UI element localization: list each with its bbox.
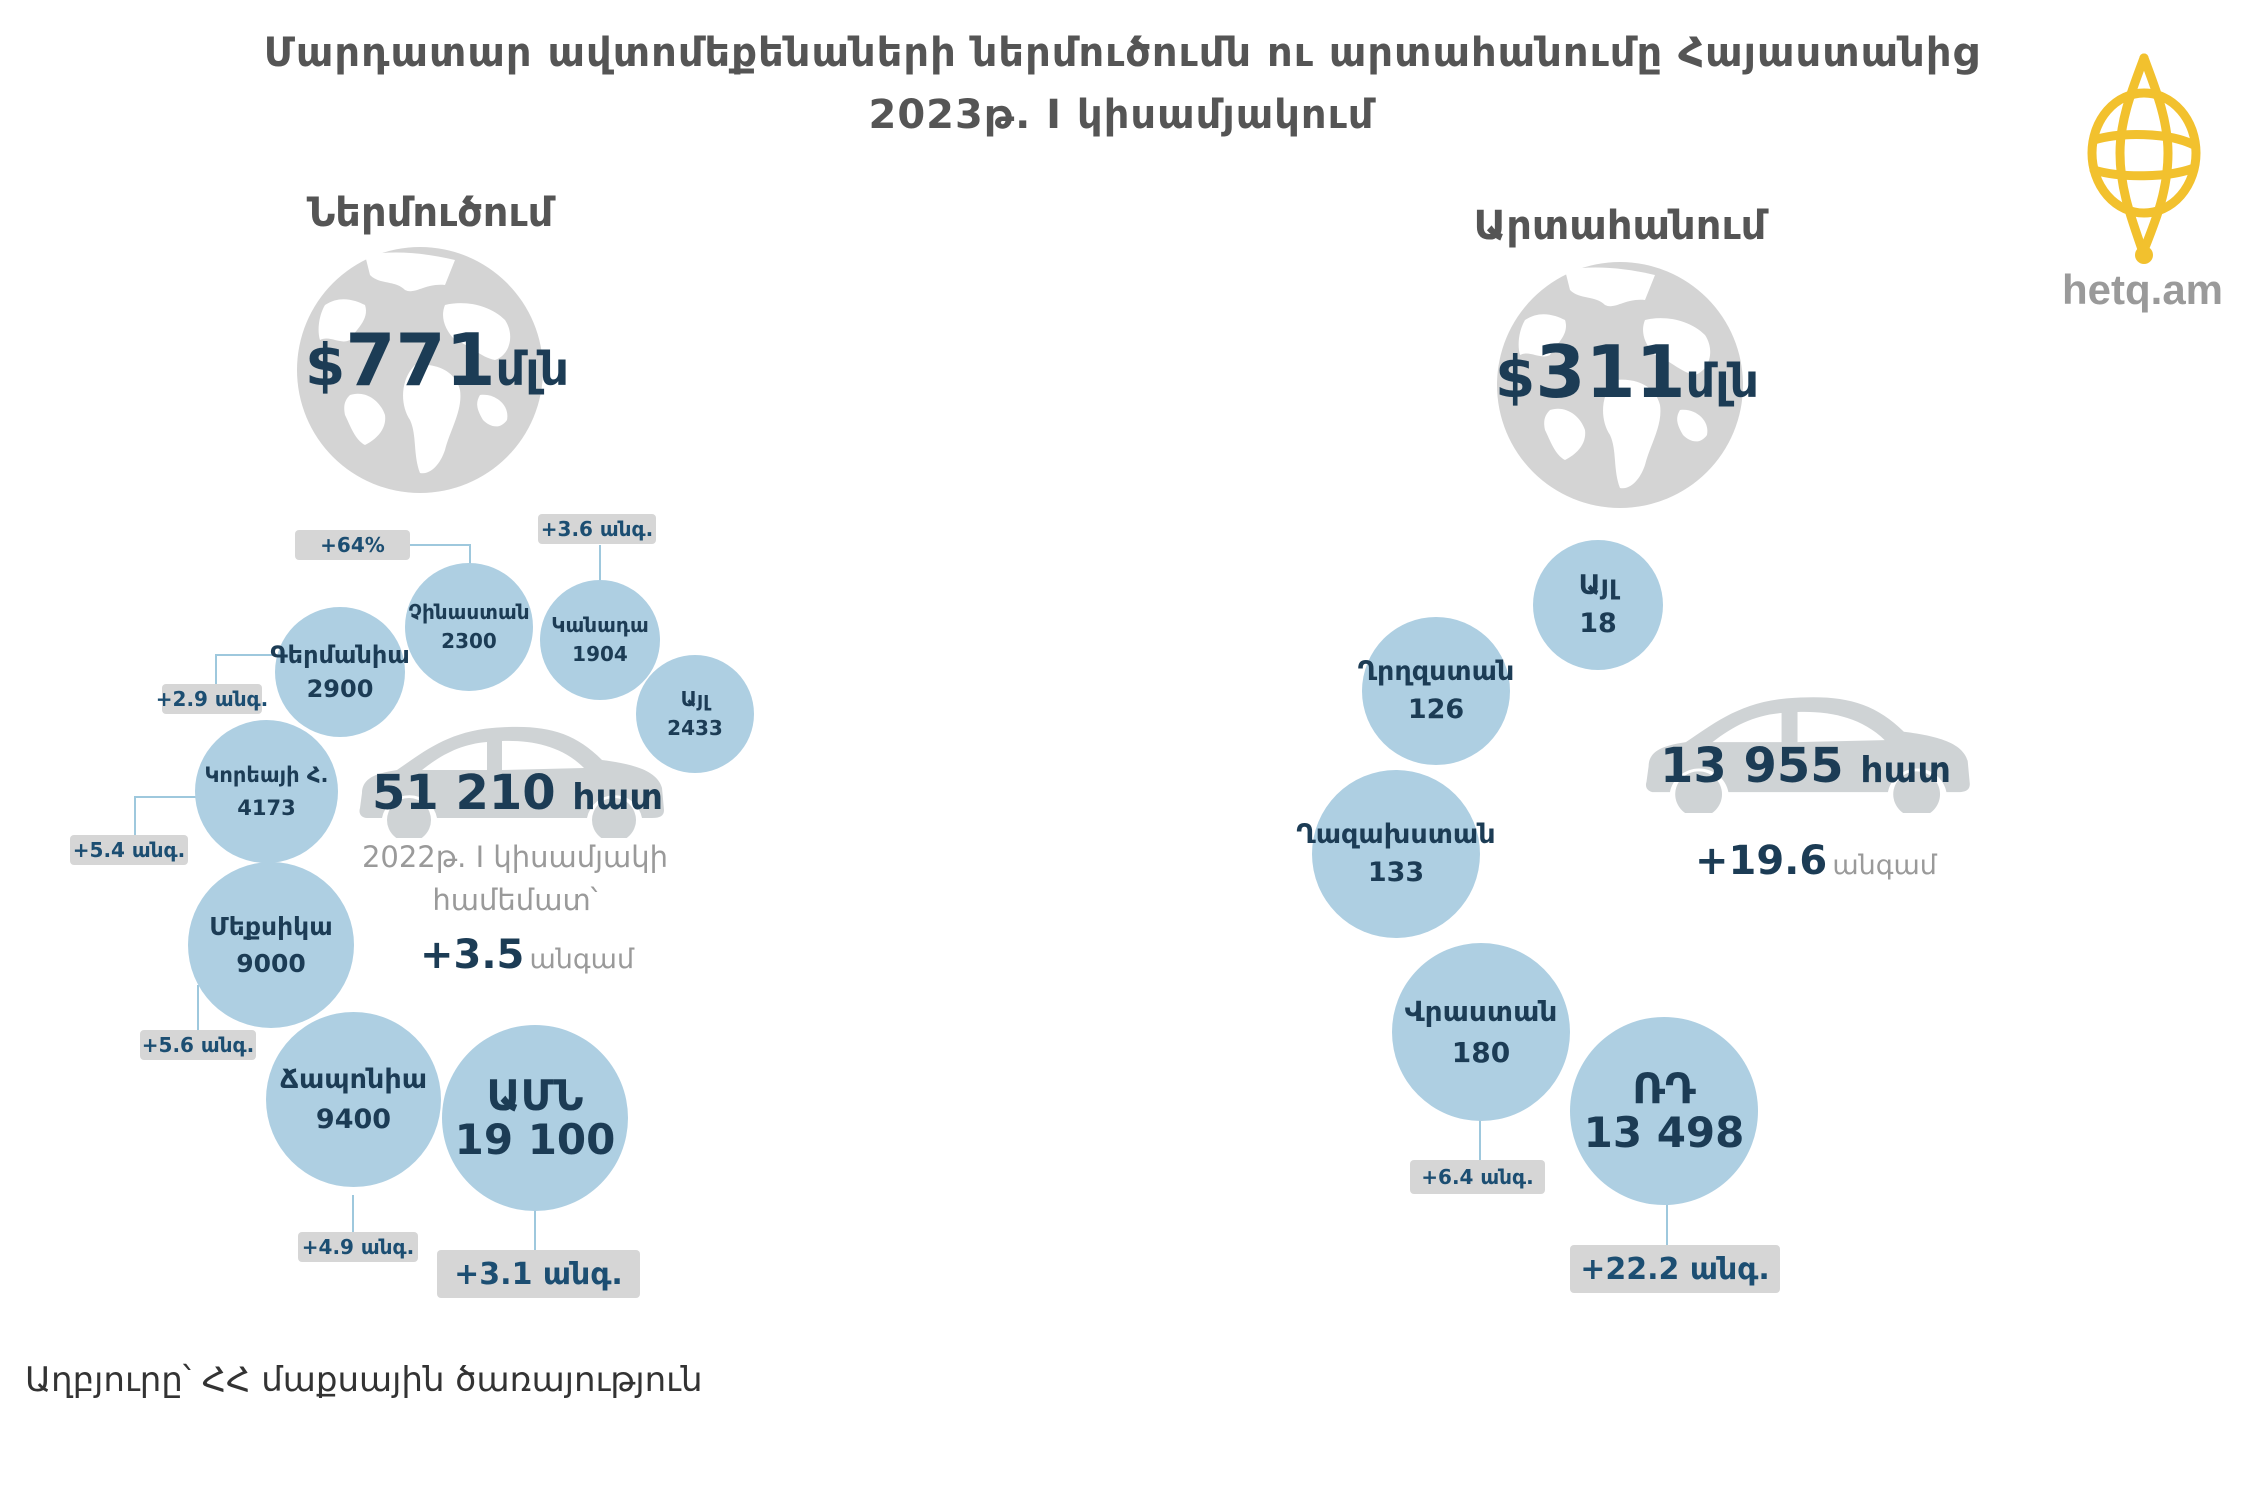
import-country-name: Կանադա [551,613,649,637]
import-bubble-china: Չինաստան 2300 [405,563,533,691]
export-units-word: հատ [1860,750,1951,791]
import-country-name: Կորեայի Հ. [204,763,329,788]
import-bubble-germany: Գերմանիա 2900 [270,607,410,737]
logo-text: hetq.am [2062,266,2224,313]
import-country-units: 1904 [572,642,628,666]
import-change-badge: +5.6 անգ. [140,1030,256,1060]
import-country-name: ԱՄՆ [486,1070,584,1120]
globe-icon [1497,262,1743,508]
chart-title-line1: Մարդատար ավտոմեքենաների ներմուծումն ու ա… [263,30,1980,76]
import-growth-word: անգամ [529,944,635,975]
import-country-name: Այլ [680,687,710,711]
import-bubble-korea: Կորեայի Հ. 4173 [195,720,338,863]
import-value-unit: մլն [495,342,570,396]
export-country-units: 13 498 [1583,1108,1745,1157]
export-country-units: 180 [1451,1036,1511,1069]
hetq-logo-icon [2087,53,2201,264]
import-change-badge: +3.1 անգ. [437,1250,640,1298]
export-country-units: 18 [1579,608,1617,639]
import-compare-line1: 2022թ. I կիսամյակի [361,840,669,874]
import-value-number: 771 [345,318,496,402]
export-bubble-other: Այլ 18 [1533,540,1663,670]
export-bubble-russia: ՌԴ 13 498 [1570,1017,1758,1205]
import-country-units: 2433 [667,716,723,740]
import-change-badge: +2.9 անգ. [156,684,268,714]
import-country-name: Չինաստան [408,600,530,624]
globe-icon [297,247,543,493]
import-value-symbol: $ [305,331,346,399]
import-change-badge: +4.9 անգ. [298,1232,418,1262]
chart-title-line2: 2023թ. I կիսամյակում [868,92,1375,138]
export-growth-word: անգամ [1832,850,1937,881]
import-change-badge: +5.4 անգ. [70,835,188,865]
car-icon [1645,697,1970,813]
import-country-units: 9400 [315,1103,392,1135]
export-value: $311մլն [1495,330,1759,414]
import-change-badge: +3.6 անգ. [538,514,656,544]
export-units-number: 13 955 [1660,738,1844,794]
import-bubble-canada: Կանադա 1904 [540,580,660,700]
export-value-symbol: $ [1495,343,1536,411]
export-value-number: 311 [1535,330,1686,414]
export-country-units: 126 [1407,694,1465,725]
export-growth: +19.6 անգամ [1695,838,1937,884]
import-country-units: 2900 [306,675,374,703]
import-country-name: Գերմանիա [270,641,410,669]
import-country-units: 4173 [237,795,296,820]
export-value-unit: մլն [1685,354,1760,408]
import-units-word: հատ [572,777,663,818]
import-units-total: 51 210 հատ [372,765,663,821]
export-label: Արտահանում [1473,203,1767,249]
import-growth-value: +3.5 [420,932,525,978]
export-units-total: 13 955 հատ [1660,738,1951,794]
car-icon [359,726,664,838]
import-bubble-other: Այլ 2433 [636,655,754,773]
import-country-name: Մեքսիկա [209,911,333,941]
import-value: $771մլն [305,318,569,402]
import-bubble-mexico: Մեքսիկա 9000 [188,862,354,1028]
import-bubble-japan: Ճապոնիա 9400 [266,1012,441,1187]
export-country-name: Ղրղզստան [1357,656,1515,688]
import-compare-line2: համեմատ՝ [432,883,598,917]
import-country-units: 9000 [236,949,306,978]
import-change-badge: +64% [295,530,410,560]
import-bubble-usa: ԱՄՆ 19 100 [442,1025,628,1211]
export-bubble-kazakhstan: Ղազախստան 133 [1296,770,1496,938]
import-country-units: 2300 [441,629,497,653]
import-country-units: 19 100 [454,1115,616,1164]
import-units-number: 51 210 [372,765,556,821]
export-bubble-georgia: Վրաստան 180 [1392,943,1570,1121]
export-growth-value: +19.6 [1695,838,1828,884]
export-country-name: ՌԴ [1632,1063,1696,1113]
export-country-units: 133 [1367,857,1425,888]
export-country-name: Ղազախստան [1296,819,1496,851]
export-country-name: Վրաստան [1404,995,1558,1028]
export-change-badge: +6.4 անգ. [1410,1160,1545,1194]
export-country-name: Այլ [1578,570,1618,602]
import-country-name: Ճապոնիա [279,1063,428,1095]
import-growth: +3.5 անգամ [420,932,634,978]
export-bubble-kyrgyzstan: Ղրղզստան 126 [1358,617,1514,765]
import-label: Ներմուծում [306,190,554,236]
source-note: Աղբյուրը՝ ՀՀ մաքսային ծառայություն [25,1360,703,1400]
export-change-badge: +22.2 անգ. [1570,1245,1780,1293]
